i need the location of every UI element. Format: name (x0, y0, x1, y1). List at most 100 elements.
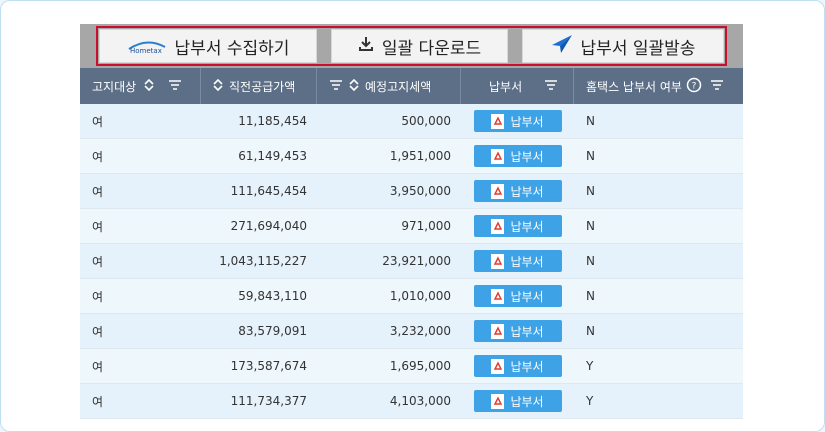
pdf-slip-button[interactable]: 납부서 (473, 215, 562, 237)
pdf-icon (491, 148, 505, 164)
cell-target: 여 (92, 289, 104, 304)
cell-slip: 납부서 (461, 314, 574, 348)
header-slip-label: 납부서 (489, 79, 523, 94)
header-slip[interactable]: 납부서 (461, 68, 574, 104)
cell-slip: 납부서 (461, 384, 574, 418)
cell-supply: 173,587,674 (230, 359, 307, 373)
pdf-icon (491, 113, 505, 129)
cell-hometax: N (586, 184, 595, 198)
send-label: 납부서 일괄발송 (580, 38, 696, 59)
header-hometax[interactable]: 홈택스 납부서 여부 ? (574, 68, 743, 104)
download-label: 일괄 다운로드 (381, 38, 482, 59)
pdf-icon (491, 183, 505, 199)
table-row: 여 111,645,454 3,950,000 납부서 N (80, 174, 743, 209)
svg-text:?: ? (692, 81, 697, 91)
cell-tax: 23,921,000 (382, 254, 451, 268)
cell-supply: 1,043,115,227 (219, 254, 307, 268)
cell-hometax: N (586, 219, 595, 233)
cell-supply: 111,734,377 (230, 394, 307, 408)
pdf-icon (491, 218, 505, 234)
cell-hometax: N (586, 254, 595, 268)
cell-hometax: Y (586, 359, 594, 373)
collect-label: 납부서 수집하기 (174, 38, 290, 59)
cell-target: 여 (92, 219, 104, 234)
hometax-logo-text: Hometax (130, 47, 162, 55)
pdf-slip-button[interactable]: 납부서 (473, 250, 562, 272)
pdf-icon (491, 358, 505, 374)
sort-icon[interactable] (213, 78, 223, 94)
cell-hometax: Y (586, 394, 594, 408)
cell-tax: 4,103,000 (389, 394, 451, 408)
cell-tax: 3,232,000 (389, 324, 451, 338)
cell-supply: 61,149,453 (238, 149, 307, 163)
sort-icon[interactable] (144, 78, 154, 94)
cell-slip: 납부서 (461, 209, 574, 243)
table-body: 여 11,185,454 500,000 납부서 N 여 61,149,453 … (80, 104, 743, 419)
cell-slip: 납부서 (461, 349, 574, 383)
table-row: 여 1,043,115,227 23,921,000 납부서 N (80, 244, 743, 279)
filter-icon[interactable] (329, 79, 343, 93)
pdf-slip-button[interactable]: 납부서 (473, 180, 562, 202)
cell-hometax: N (586, 324, 595, 338)
pdf-slip-button[interactable]: 납부서 (473, 320, 562, 342)
cell-hometax: N (586, 149, 595, 163)
cell-target: 여 (92, 184, 104, 199)
cell-slip: 납부서 (461, 104, 574, 138)
table-row: 여 11,185,454 500,000 납부서 N (80, 104, 743, 139)
cell-slip: 납부서 (461, 279, 574, 313)
pdf-slip-button[interactable]: 납부서 (473, 355, 562, 377)
header-hometax-label: 홈택스 납부서 여부 (586, 79, 682, 94)
table-row: 여 271,694,040 971,000 납부서 N (80, 209, 743, 244)
pdf-label: 납부서 (510, 324, 544, 339)
table-row: 여 83,579,091 3,232,000 납부서 N (80, 314, 743, 349)
cell-tax: 3,950,000 (389, 184, 451, 198)
filter-icon[interactable] (168, 79, 182, 93)
cell-tax: 971,000 (401, 219, 451, 233)
cell-tax: 1,695,000 (389, 359, 451, 373)
cell-target: 여 (92, 324, 104, 339)
cell-target: 여 (92, 114, 104, 129)
header-target-label: 고지대상 (92, 79, 137, 94)
table-row: 여 59,843,110 1,010,000 납부서 N (80, 279, 743, 314)
collect-payment-slips-button[interactable]: Hometax 납부서 수집하기 (99, 29, 317, 63)
cell-slip: 납부서 (461, 244, 574, 278)
bulk-send-button[interactable]: 납부서 일괄발송 (522, 29, 724, 63)
cell-supply: 83,579,091 (238, 324, 307, 338)
cell-hometax: N (586, 114, 595, 128)
hometax-logo-icon: Hometax (127, 37, 167, 55)
pdf-label: 납부서 (510, 114, 544, 129)
toolbar-highlight-box (96, 26, 727, 66)
header-target[interactable]: 고지대상 (80, 68, 201, 104)
pdf-label: 납부서 (510, 184, 544, 199)
header-supply[interactable]: 직전공급가액 (201, 68, 317, 104)
table-row: 여 111,734,377 4,103,000 납부서 Y (80, 384, 743, 419)
cell-target: 여 (92, 149, 104, 164)
table-row: 여 61,149,453 1,951,000 납부서 N (80, 139, 743, 174)
pdf-slip-button[interactable]: 납부서 (473, 145, 562, 167)
pdf-slip-button[interactable]: 납부서 (473, 110, 562, 132)
pdf-label: 납부서 (510, 219, 544, 234)
header-supply-label: 직전공급가액 (229, 79, 296, 94)
cell-tax: 1,951,000 (389, 149, 451, 163)
bulk-download-button[interactable]: 일괄 다운로드 (331, 29, 508, 63)
header-tax[interactable]: 예정고지세액 (317, 68, 461, 104)
header-tax-label: 예정고지세액 (365, 79, 432, 94)
pdf-icon (491, 323, 505, 339)
pdf-icon (491, 288, 505, 304)
pdf-slip-button[interactable]: 납부서 (473, 285, 562, 307)
payment-table: 고지대상 직전공급가액 예정고지세액 납부서 (80, 68, 743, 419)
pdf-icon (491, 393, 505, 409)
cell-target: 여 (92, 394, 104, 409)
pdf-label: 납부서 (510, 359, 544, 374)
cell-tax: 1,010,000 (389, 289, 451, 303)
pdf-slip-button[interactable]: 납부서 (473, 390, 562, 412)
cell-tax: 500,000 (401, 114, 451, 128)
sort-icon[interactable] (349, 78, 359, 94)
help-icon[interactable]: ? (686, 77, 702, 96)
pdf-label: 납부서 (510, 394, 544, 409)
cell-slip: 납부서 (461, 174, 574, 208)
cell-supply: 59,843,110 (238, 289, 307, 303)
cell-supply: 11,185,454 (238, 114, 307, 128)
filter-icon[interactable] (544, 79, 558, 93)
filter-icon[interactable] (710, 79, 724, 93)
